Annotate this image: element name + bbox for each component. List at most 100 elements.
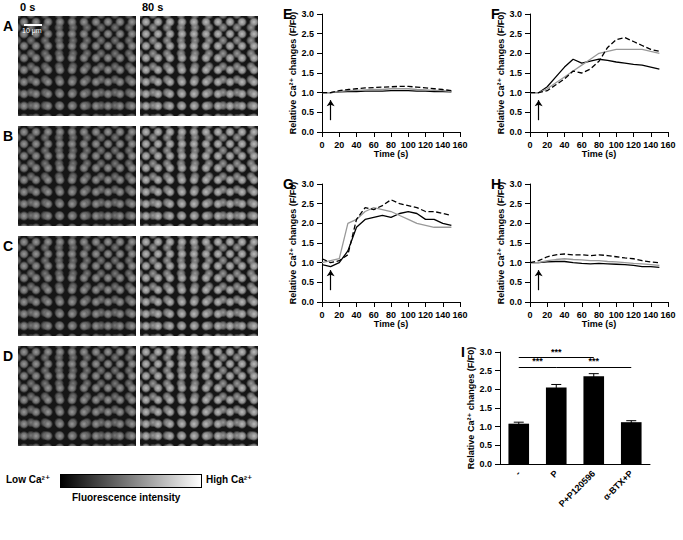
svg-text:40: 40: [351, 140, 361, 150]
svg-text:E: E: [283, 6, 292, 22]
svg-text:80: 80: [594, 310, 604, 320]
svg-text:0: 0: [527, 310, 532, 320]
svg-text:0: 0: [527, 140, 532, 150]
svg-text:3.0: 3.0: [479, 347, 492, 357]
svg-text:20: 20: [334, 310, 344, 320]
svg-text:0.5: 0.5: [301, 277, 314, 287]
svg-text:***: ***: [551, 347, 562, 357]
svg-text:0.0: 0.0: [509, 297, 522, 307]
svg-text:80: 80: [386, 310, 396, 320]
svg-text:Relative Ca²⁺ changes (F/F0): Relative Ca²⁺ changes (F/F0): [496, 12, 506, 134]
svg-text:***: ***: [588, 356, 599, 366]
svg-text:3.0: 3.0: [301, 9, 314, 19]
svg-text:140: 140: [643, 310, 658, 320]
svg-text:Relative Ca²⁺ changes (F/F0): Relative Ca²⁺ changes (F/F0): [288, 182, 298, 304]
svg-text:Time (s): Time (s): [374, 149, 408, 159]
svg-text:Time (s): Time (s): [582, 149, 616, 159]
html-text:A: A: [3, 18, 14, 34]
svg-text:140: 140: [435, 310, 450, 320]
svg-text:0.5: 0.5: [479, 440, 492, 450]
svg-text:100: 100: [401, 140, 416, 150]
svg-text:60: 60: [577, 310, 587, 320]
svg-text:2.0: 2.0: [301, 218, 314, 228]
svg-text:1.5: 1.5: [479, 403, 492, 413]
svg-text:140: 140: [435, 140, 450, 150]
svg-text:80: 80: [594, 140, 604, 150]
svg-text:100: 100: [609, 140, 624, 150]
svg-text:160: 160: [452, 310, 467, 320]
svg-text:Time (s): Time (s): [582, 319, 616, 329]
html-text:80 s: 80 s: [142, 1, 164, 13]
svg-text:1.5: 1.5: [301, 238, 314, 248]
svg-text:100: 100: [609, 310, 624, 320]
svg-text:140: 140: [643, 140, 658, 150]
html-text:C: C: [3, 238, 14, 254]
html-text:0 s: 0 s: [20, 1, 36, 13]
svg-text:1.0: 1.0: [509, 258, 522, 268]
svg-text:1.0: 1.0: [301, 88, 314, 98]
svg-text:0.0: 0.0: [301, 297, 314, 307]
svg-text:2.5: 2.5: [301, 199, 314, 209]
svg-text:3.0: 3.0: [509, 9, 522, 19]
svg-text:2.0: 2.0: [509, 48, 522, 58]
svg-text:80: 80: [386, 140, 396, 150]
html-text:High Ca²⁺: High Ca²⁺: [206, 474, 253, 485]
svg-text:2.5: 2.5: [509, 29, 522, 39]
svg-text:0.5: 0.5: [509, 107, 522, 117]
svg-text:1.0: 1.0: [301, 258, 314, 268]
svg-text:1.5: 1.5: [509, 238, 522, 248]
svg-text:2.5: 2.5: [509, 199, 522, 209]
svg-text:0.5: 0.5: [301, 107, 314, 117]
svg-text:60: 60: [369, 310, 379, 320]
svg-text:60: 60: [369, 140, 379, 150]
svg-text:3.0: 3.0: [301, 179, 314, 189]
svg-text:F: F: [491, 6, 500, 22]
svg-text:20: 20: [334, 140, 344, 150]
html-text:B: B: [3, 128, 14, 144]
svg-text:α-BTX+P: α-BTX+P: [601, 468, 635, 502]
svg-text:P+P120596: P+P120596: [557, 468, 597, 508]
svg-text:0.0: 0.0: [479, 459, 492, 469]
svg-text:120: 120: [418, 310, 433, 320]
svg-text:0: 0: [319, 310, 324, 320]
svg-text:40: 40: [559, 140, 569, 150]
svg-text:2.0: 2.0: [509, 218, 522, 228]
svg-text:1.5: 1.5: [301, 68, 314, 78]
svg-text:120: 120: [418, 140, 433, 150]
svg-text:Relative Ca²⁺ changes (F/F0): Relative Ca²⁺ changes (F/F0): [288, 12, 298, 134]
svg-text:160: 160: [452, 140, 467, 150]
svg-text:100: 100: [401, 310, 416, 320]
svg-text:20: 20: [542, 140, 552, 150]
html-text:Low Ca²⁺: Low Ca²⁺: [6, 474, 51, 485]
svg-text:0.5: 0.5: [509, 277, 522, 287]
svg-text:2.0: 2.0: [479, 384, 492, 394]
svg-text:160: 160: [660, 310, 675, 320]
svg-text:120: 120: [626, 310, 641, 320]
svg-text:60: 60: [577, 140, 587, 150]
svg-text:0.0: 0.0: [301, 127, 314, 137]
svg-text:2.5: 2.5: [479, 366, 492, 376]
svg-text:-: -: [513, 468, 522, 477]
svg-text:1.0: 1.0: [509, 88, 522, 98]
svg-text:120: 120: [626, 140, 641, 150]
svg-text:0: 0: [319, 140, 324, 150]
svg-text:0.0: 0.0: [509, 127, 522, 137]
svg-text:***: ***: [532, 356, 543, 366]
svg-text:Time (s): Time (s): [374, 319, 408, 329]
svg-text:Relative Ca²⁺ changes (F/F0): Relative Ca²⁺ changes (F/F0): [496, 182, 506, 304]
svg-text:I: I: [461, 344, 465, 360]
svg-text:40: 40: [351, 310, 361, 320]
html-text:D: D: [3, 348, 14, 364]
svg-text:2.0: 2.0: [301, 48, 314, 58]
svg-text:3.0: 3.0: [509, 179, 522, 189]
svg-text:40: 40: [559, 310, 569, 320]
svg-text:G: G: [283, 176, 294, 192]
svg-text:P: P: [548, 468, 559, 479]
svg-text:2.5: 2.5: [301, 29, 314, 39]
svg-text:Relative Ca²⁺ changes (F/F0): Relative Ca²⁺ changes (F/F0): [466, 347, 476, 469]
svg-text:160: 160: [660, 140, 675, 150]
svg-text:1.5: 1.5: [509, 68, 522, 78]
svg-text:H: H: [491, 176, 501, 192]
svg-text:20: 20: [542, 310, 552, 320]
svg-text:1.0: 1.0: [479, 422, 492, 432]
